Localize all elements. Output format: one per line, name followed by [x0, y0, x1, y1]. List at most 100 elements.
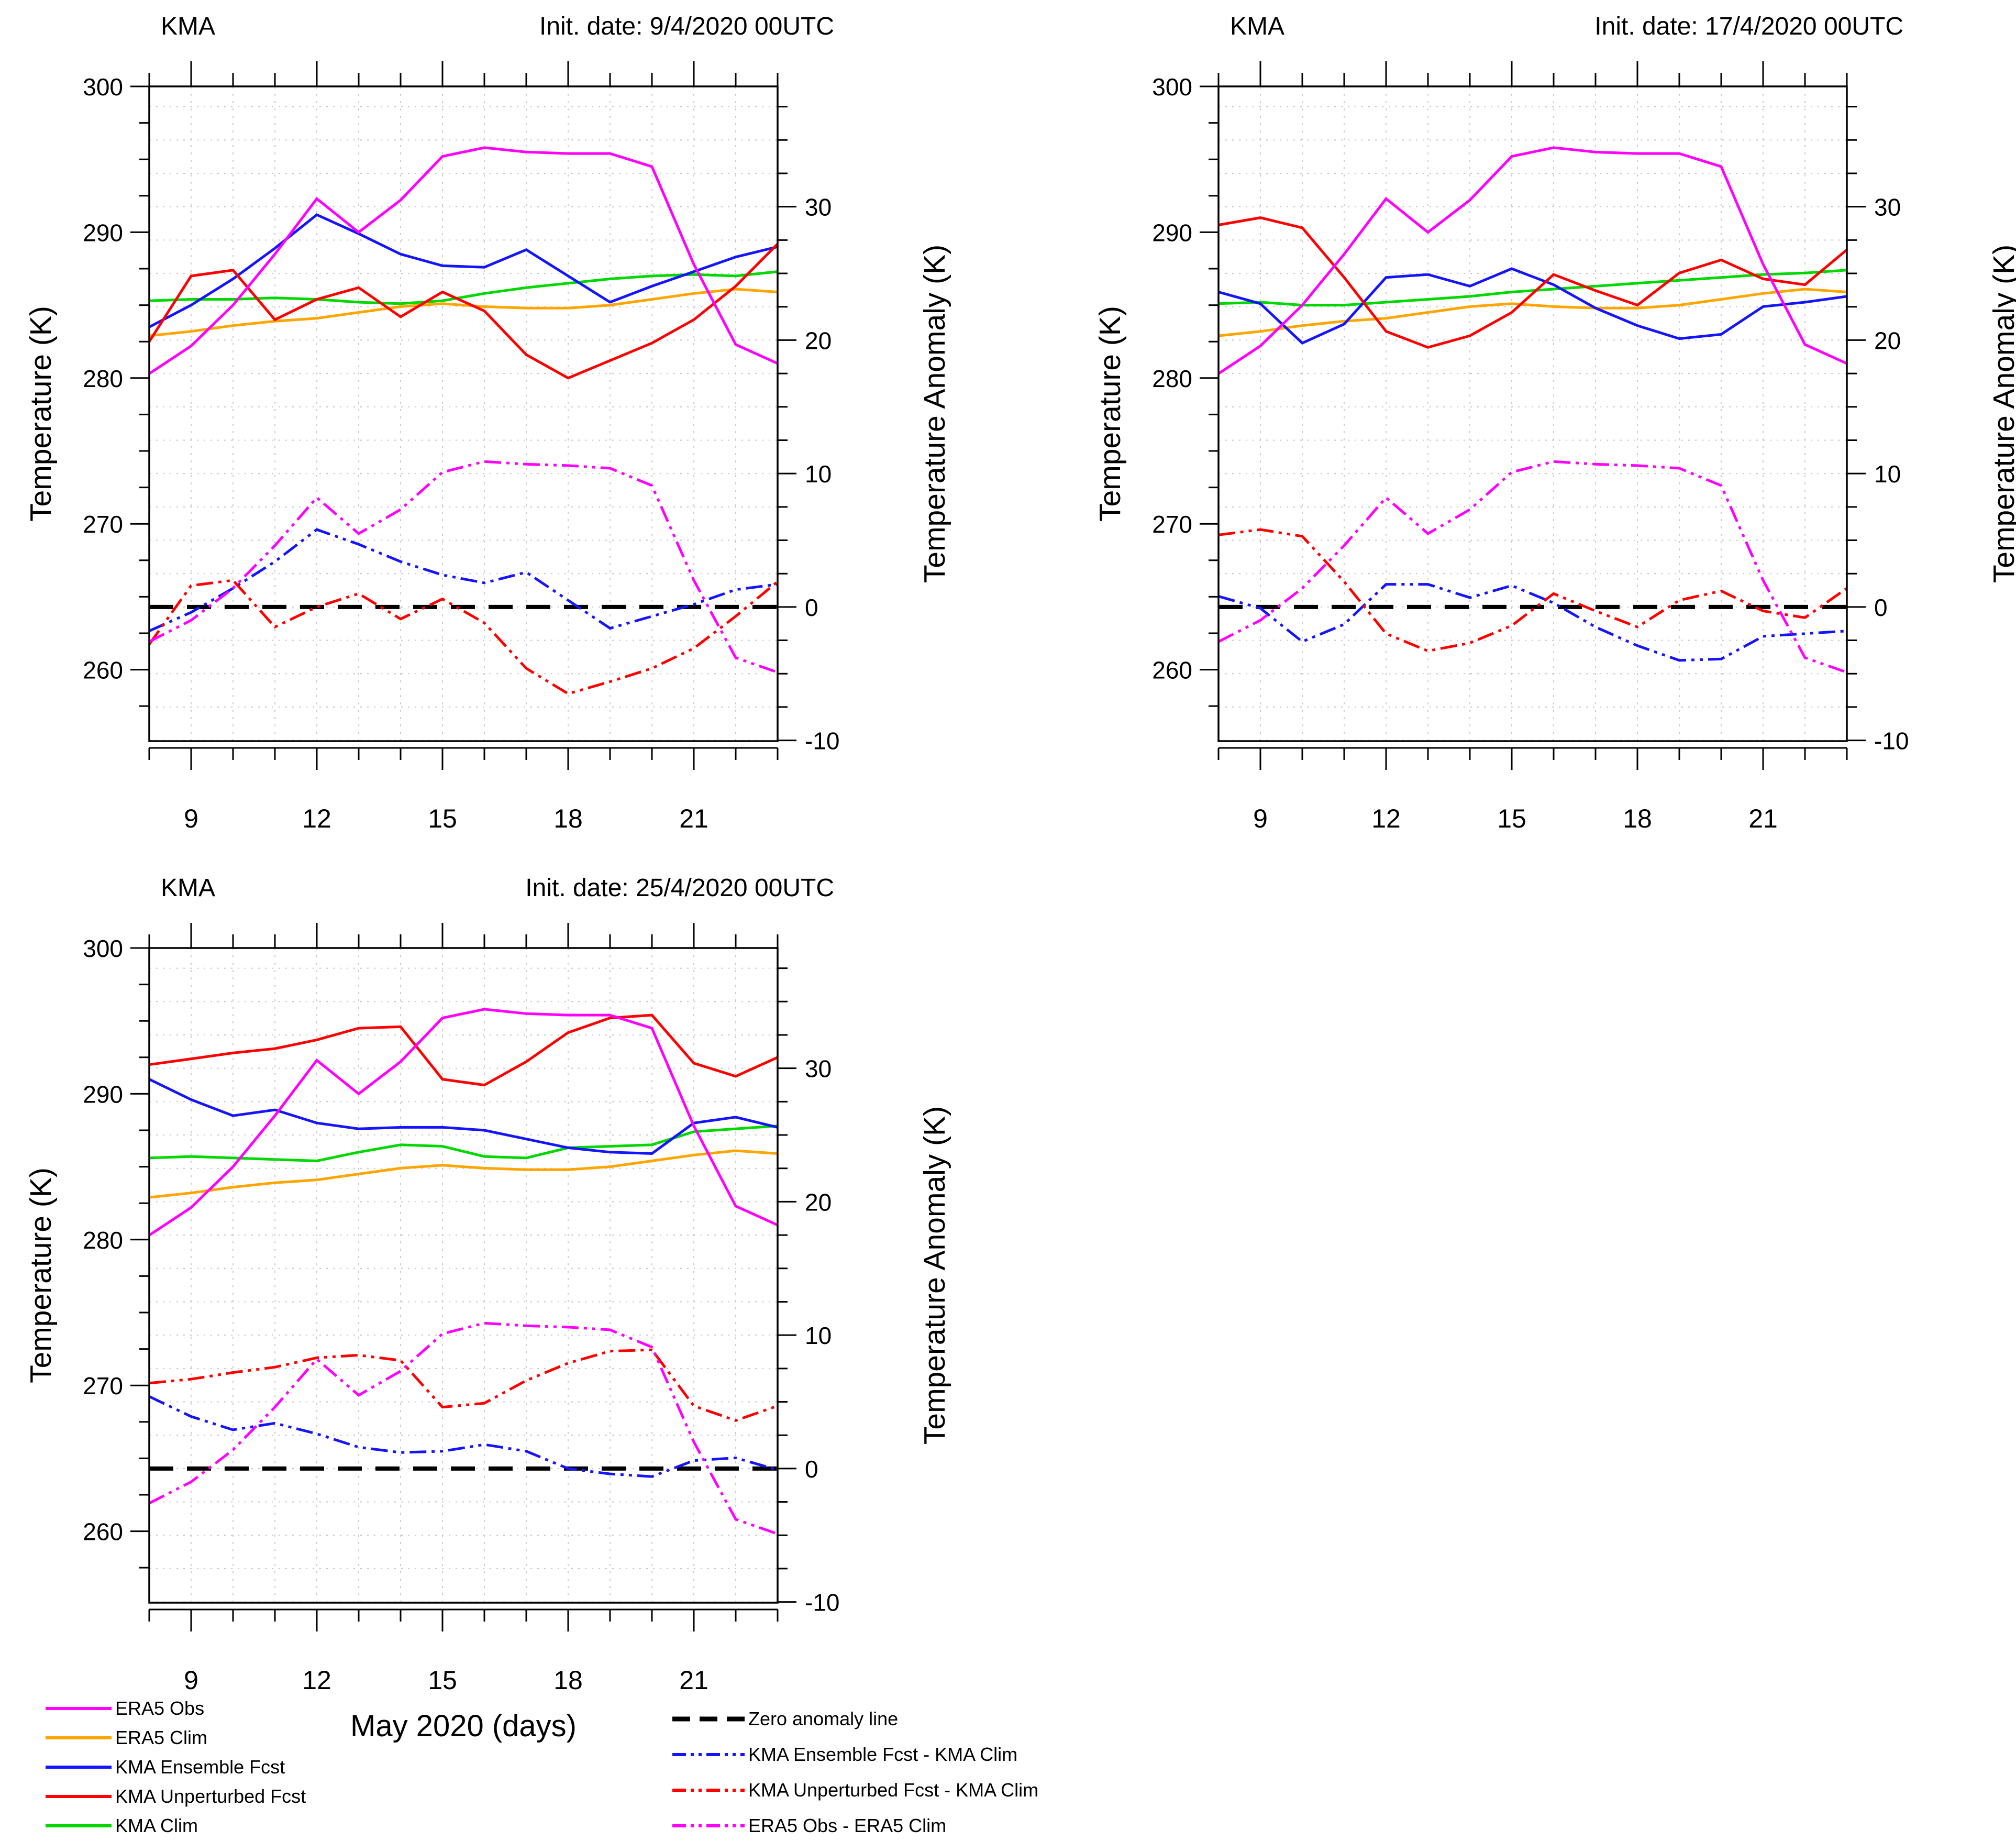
series-kma-unperturbed-fcst-kma-clim [149, 1348, 778, 1422]
kma-ensemble-anomaly-line-icon [672, 1753, 745, 1756]
series-kma-unperturbed-fcst [148, 242, 779, 380]
panel-init-date: Init. date: 25/4/2020 00UTC [525, 874, 834, 902]
tick-label: -10 [805, 1589, 839, 1616]
series-kma-ensemble-fcst-kma-clim [148, 1395, 778, 1478]
legend-item-era5-obs-anomaly: ERA5 Obs - ERA5 Clim [671, 1814, 946, 1837]
legend-label: Zero anomaly line [748, 1708, 899, 1729]
series-era5-clim [1218, 288, 1847, 337]
series-era5-clim [149, 1149, 778, 1199]
series-kma-ensemble-fcst [1218, 267, 1847, 345]
legend-label: KMA Ensemble Fcst - KMA Clim [748, 1744, 1018, 1765]
series-era5-obs [1217, 146, 1848, 375]
legend-label: KMA Unperturbed Fcst - KMA Clim [748, 1779, 1039, 1801]
legend-item-kma-unperturbed-anomaly: KMA Unperturbed Fcst - KMA Clim [671, 1779, 1038, 1802]
tick-label: 280 [83, 1227, 123, 1254]
series-kma-ensemble-fcst [148, 1078, 778, 1155]
gridlines [149, 948, 778, 1603]
legend-item-era5-obs: ERA5 Obs [45, 1697, 204, 1720]
kma-unperturbed-anomaly-line-icon [672, 1789, 745, 1792]
panel-title: KMA [1230, 13, 1285, 40]
tick-label: 20 [1874, 327, 1901, 354]
axes [1217, 85, 1848, 749]
gridlines [149, 86, 778, 741]
series-lines [1217, 146, 1848, 674]
series-kma-ensemble-fcst-kma-clim [1218, 583, 1847, 662]
tick-label: 10 [805, 460, 832, 488]
series-era5-obs-era5-clim [148, 1321, 778, 1536]
tick-label: 270 [1152, 511, 1192, 538]
axes [148, 947, 779, 1611]
series-kma-clim [149, 270, 778, 305]
legend-label: KMA Ensemble Fcst [115, 1756, 285, 1778]
plot-area: 9 12 15 18 21 300 290 280 270 260 30 20 10 0 -10 [83, 61, 839, 833]
era5-clim-line-icon [46, 1736, 112, 1739]
tick-label: 270 [83, 511, 123, 538]
tick-label: 0 [1874, 594, 1888, 621]
series-era5-obs-era5-clim [148, 460, 778, 674]
tick-label: 290 [83, 1081, 123, 1108]
ticks-and-labels: 9 12 15 18 21 300 290 280 270 260 30 20 10 0 -10 [83, 61, 839, 833]
era5-obs-anomaly-line-icon [672, 1824, 745, 1827]
series-kma-unperturbed-fcst [1218, 216, 1848, 349]
panel-init-9-4: KMA Init. date: 9/4/2020 00UTC Temperatu… [24, 13, 951, 833]
kma-unperturbed-line-icon [46, 1795, 112, 1798]
kma-clim-line-icon [46, 1824, 112, 1827]
legend-item-zero-anomaly-line: Zero anomaly line [671, 1707, 898, 1730]
panel-init-17-4: KMA Init. date: 17/4/2020 00UTC Temperat… [1093, 13, 2016, 833]
series-kma-ensemble-fcst [148, 213, 778, 328]
tick-label: 12 [302, 1666, 331, 1695]
tick-label: 15 [428, 1666, 457, 1695]
legend-label: KMA Clim [115, 1815, 198, 1836]
tick-label: 9 [184, 1666, 198, 1695]
tick-label: 260 [1152, 657, 1192, 684]
tick-label: 290 [1152, 219, 1192, 246]
tick-label: 30 [805, 1055, 832, 1083]
tick-label: 20 [805, 327, 832, 354]
panel-init-date: Init. date: 9/4/2020 00UTC [539, 13, 834, 40]
series-kma-clim [1218, 269, 1847, 307]
tick-label: 300 [83, 73, 123, 101]
tick-label: 21 [679, 804, 708, 833]
tick-label: 10 [1874, 460, 1901, 488]
series-kma-unperturbed-fcst [149, 1013, 779, 1087]
tick-label: 9 [184, 804, 198, 833]
tick-label: 20 [805, 1188, 832, 1216]
panel-init-date: Init. date: 17/4/2020 00UTC [1594, 13, 1903, 40]
era5-obs-line-icon [46, 1707, 112, 1710]
tick-label: 15 [1497, 804, 1526, 833]
legend-label: ERA5 Obs - ERA5 Clim [748, 1815, 947, 1836]
tick-label: 300 [1152, 73, 1192, 101]
plot-area: 9 12 15 18 21 300 290 280 270 260 30 20 10 0 -10 [1152, 61, 1909, 833]
series-lines [148, 146, 779, 696]
tick-label: 18 [553, 804, 583, 833]
tick-label: 21 [1748, 804, 1778, 833]
legend-label: ERA5 Clim [115, 1727, 208, 1748]
tick-label: 12 [302, 804, 331, 833]
legend-label: ERA5 Obs [115, 1697, 205, 1719]
tick-label: 30 [805, 194, 832, 221]
tick-label: 18 [553, 1666, 583, 1695]
series-era5-obs [148, 146, 779, 375]
series-era5-clim [149, 288, 778, 337]
zero-anomaly-line-icon [672, 1716, 745, 1722]
axes [148, 85, 779, 749]
tick-label: 15 [428, 804, 457, 833]
tick-label: 0 [805, 1456, 818, 1483]
tick-label: 300 [83, 935, 123, 962]
legend-item-kma-ensemble-fcst: KMA Ensemble Fcst [45, 1756, 285, 1779]
legend-item-era5-clim: ERA5 Clim [45, 1726, 207, 1749]
legend-item-kma-clim: KMA Clim [45, 1814, 198, 1837]
tick-label: 280 [1152, 365, 1192, 392]
tick-label: 270 [83, 1372, 123, 1399]
series-lines [148, 1008, 779, 1536]
series-era5-obs-era5-clim [1217, 460, 1847, 674]
tick-label: 10 [805, 1322, 832, 1349]
tick-label: 280 [83, 365, 123, 392]
series-kma-unperturbed-fcst-kma-clim [1218, 528, 1848, 653]
ticks-and-labels: 9 12 15 18 21 300 290 280 270 260 30 20 10 0 -10 [1152, 61, 1909, 833]
series-kma-unperturbed-fcst-kma-clim [148, 579, 779, 696]
tick-label: 0 [805, 594, 818, 621]
tick-label: 12 [1371, 804, 1401, 833]
legend-item-kma-ensemble-anomaly: KMA Ensemble Fcst - KMA Clim [671, 1743, 1017, 1766]
